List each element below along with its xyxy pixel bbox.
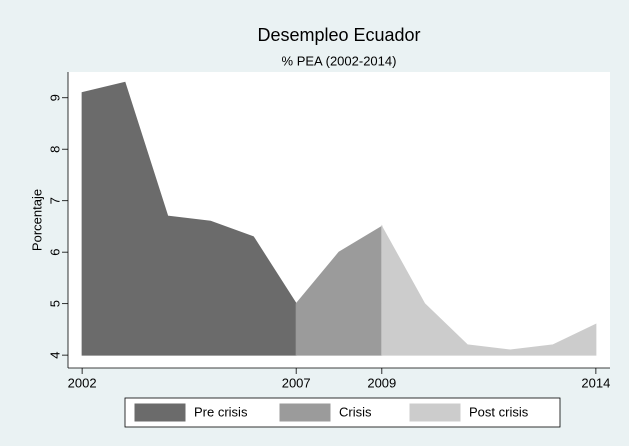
legend-key [134,403,186,422]
x-tick-label: 2007 [282,375,311,390]
y-tick-label: 7 [47,197,62,204]
area [381,224,597,356]
chart-title: Desempleo Ecuador [257,25,420,45]
chart-subtitle: % PEA (2002-2014) [282,53,397,68]
x-tick-label: 2002 [68,375,97,390]
legend-key [279,403,331,422]
y-axis-label: Porcentaje [29,189,44,251]
y-tick-label: 5 [47,300,62,307]
y-tick-label: 9 [47,94,62,101]
y-tick-label: 6 [47,249,62,256]
legend-label: Crisis [339,404,372,419]
legend-key [409,403,461,422]
y-tick-label: 8 [47,146,62,153]
x-tick-label: 2014 [581,375,610,390]
x-tick-label: 2009 [367,375,396,390]
legend-label: Post crisis [469,404,529,419]
y-tick-label: 4 [47,352,62,359]
legend-label: Pre crisis [194,404,248,419]
area [81,81,297,356]
legend [124,397,561,428]
